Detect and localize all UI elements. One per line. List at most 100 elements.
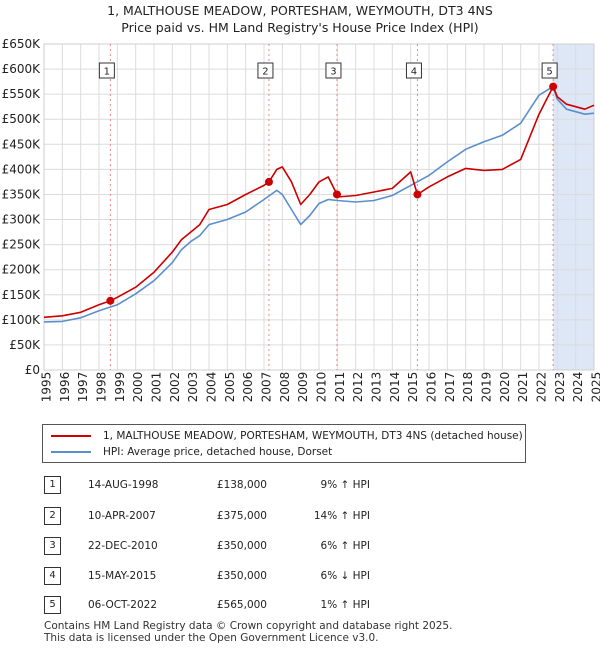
y-tick-label: £250K: [2, 238, 42, 252]
x-tick-label: 2007: [260, 372, 274, 403]
y-tick-label: £100K: [2, 313, 42, 327]
x-tick-label: 2005: [223, 372, 237, 403]
y-tick-label: £400K: [2, 162, 42, 176]
sale-row: 5 06-OCT-2022 £565,000 1% ↑ HPI: [0, 596, 600, 616]
sale-price: £375,000: [216, 510, 267, 522]
sale-marker-box: [405, 62, 422, 79]
chart-legend: 1, MALTHOUSE MEADOW, PORTESHAM, WEYMOUTH…: [42, 424, 526, 463]
x-tick-label: 1999: [113, 372, 127, 403]
legend-item-hpi: HPI: Average price, detached house, Dors…: [51, 444, 332, 460]
y-tick-label: £150K: [2, 288, 42, 302]
legend-item-property: 1, MALTHOUSE MEADOW, PORTESHAM, WEYMOUTH…: [51, 428, 523, 444]
property-price-line: [43, 85, 595, 319]
y-tick-label: £50K: [9, 338, 41, 352]
sale-row: 3 22-DEC-2010 £350,000 6% ↑ HPI: [0, 537, 600, 557]
sale-hpi-diff: 9% ↑ HPI: [320, 479, 370, 491]
x-tick-label: 2022: [535, 372, 549, 403]
y-tick-label: £650K: [2, 37, 42, 51]
x-tick-label: 2008: [278, 372, 292, 403]
footer-copyright: Contains HM Land Registry data © Crown c…: [44, 620, 453, 632]
x-tick-label: 2001: [150, 372, 164, 403]
sale-date: 06-OCT-2022: [88, 599, 157, 611]
sale-marker-box: [541, 62, 558, 79]
price-chart: 1 2 3 4 5 £0 £50K £100K £150K £200K £250K £300K £35…: [2, 37, 600, 403]
x-tick-label: 1997: [76, 372, 90, 403]
x-tick-label: 2012: [351, 372, 365, 403]
sale-row: 4 15-MAY-2015 £350,000 6% ↓ HPI: [0, 567, 600, 587]
x-tick-label: 2023: [553, 372, 567, 403]
sale-price: £350,000: [216, 570, 267, 582]
sale-point: [549, 82, 558, 91]
y-tick-label: £350K: [2, 187, 42, 201]
x-tick-label: 2016: [425, 372, 439, 403]
sale-number-badge: 5: [44, 596, 61, 614]
sale-price: £350,000: [216, 540, 267, 552]
sale-hpi-diff: 14% ↑ HPI: [313, 510, 370, 522]
sale-marker-label: 4: [411, 67, 417, 78]
x-tick-label: 2015: [406, 372, 420, 403]
hpi-line: [43, 85, 595, 323]
sale-point: [264, 177, 273, 186]
sale-point: [106, 296, 115, 305]
x-tick-label: 2002: [168, 372, 182, 403]
chart-title-block: 1, MALTHOUSE MEADOW, PORTESHAM, WEYMOUTH…: [0, 2, 600, 36]
y-tick-label: £550K: [2, 87, 42, 101]
x-tick-label: 2018: [461, 372, 475, 403]
sale-hpi-diff: 1% ↑ HPI: [320, 599, 370, 611]
sale-number-badge: 3: [44, 537, 61, 555]
x-tick-label: 2004: [205, 372, 219, 403]
sale-date: 10-APR-2007: [88, 510, 156, 522]
plot-frame: [43, 43, 595, 371]
x-tick-label: 2011: [333, 372, 347, 403]
footer-license: This data is licensed under the Open Gov…: [44, 632, 379, 644]
y-tick-label: £300K: [2, 213, 42, 227]
highlight-band: [553, 44, 594, 370]
sale-date: 22-DEC-2010: [88, 540, 158, 552]
sale-date: 15-MAY-2015: [88, 570, 157, 582]
x-tick-label: 2024: [571, 372, 585, 403]
sale-hpi-diff: 6% ↑ HPI: [320, 540, 370, 552]
sale-marker-box: [98, 62, 115, 79]
y-tick-label: £450K: [2, 137, 42, 151]
sale-point: [332, 190, 341, 199]
y-tick-label: £600K: [2, 62, 42, 76]
x-tick-label: 1996: [58, 372, 72, 403]
x-tick-label: 2014: [388, 372, 402, 403]
x-tick-label: 1998: [95, 372, 109, 403]
x-tick-label: 1995: [40, 372, 54, 403]
x-tick-label: 2019: [480, 372, 494, 403]
legend-label-hpi: HPI: Average price, detached house, Dors…: [103, 446, 333, 458]
sale-marker-box: [257, 62, 274, 79]
x-tick-label: 2021: [516, 372, 530, 403]
sale-row: 2 10-APR-2007 £375,000 14% ↑ HPI: [0, 507, 600, 527]
sale-row: 1 14-AUG-1998 £138,000 9% ↑ HPI: [0, 476, 600, 496]
sale-marker-box: [325, 62, 342, 79]
x-tick-label: 2025: [590, 372, 600, 403]
sale-price: £138,000: [216, 479, 267, 491]
x-tick-label: 2000: [131, 372, 145, 403]
legend-swatch-property: [51, 435, 91, 437]
sale-price: £565,000: [216, 599, 267, 611]
legend-label-property: 1, MALTHOUSE MEADOW, PORTESHAM, WEYMOUTH…: [103, 430, 523, 442]
sale-marker-label: 2: [262, 67, 268, 78]
footer-notice: Contains HM Land Registry data © Crown c…: [44, 620, 452, 644]
chart-subtitle: Price paid vs. HM Land Registry's House …: [121, 20, 479, 35]
chart-title: 1, MALTHOUSE MEADOW, PORTESHAM, WEYMOUTH…: [107, 3, 493, 18]
sale-number-badge: 1: [44, 476, 61, 494]
sale-number-badge: 4: [44, 567, 61, 585]
sale-number-badge: 2: [44, 507, 61, 525]
x-tick-label: 2009: [296, 372, 310, 403]
sale-point: [413, 190, 422, 199]
y-tick-label: £0: [25, 363, 40, 377]
x-tick-label: 2020: [498, 372, 512, 403]
y-tick-label: £200K: [2, 263, 42, 277]
x-tick-label: 2010: [315, 372, 329, 403]
x-tick-label: 2013: [370, 372, 384, 403]
y-tick-label: £500K: [2, 112, 42, 126]
x-tick-label: 2017: [443, 372, 457, 403]
sale-marker-label: 3: [330, 67, 336, 78]
sale-hpi-diff: 6% ↓ HPI: [320, 570, 370, 582]
sale-marker-label: 1: [104, 67, 110, 78]
legend-swatch-hpi: [51, 451, 91, 453]
sale-marker-label: 5: [546, 67, 552, 78]
